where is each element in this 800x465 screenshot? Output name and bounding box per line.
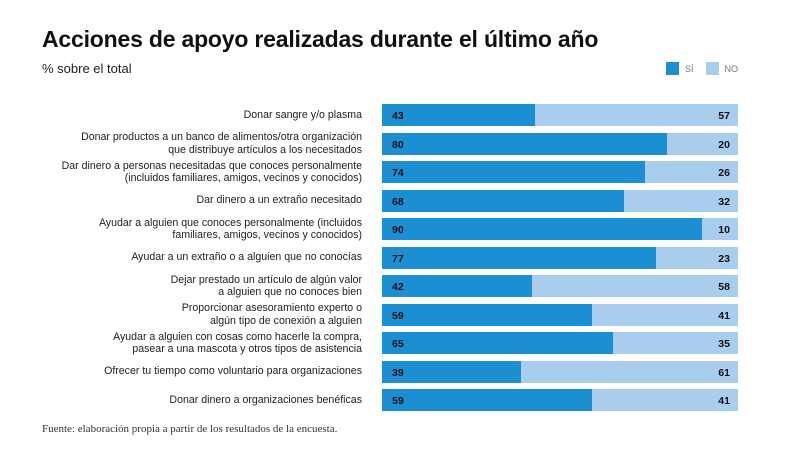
bar-segment-no: 35 [613,332,738,354]
bar-row: Dar dinero a personas necesitadas que co… [0,157,800,187]
legend-label-no: NO [724,63,739,74]
value-label-no: 58 [718,281,730,293]
value-label-yes: 42 [392,281,404,293]
bar-row: Ofrecer tu tiempo como voluntario para o… [0,357,800,387]
category-label: Donar dinero a organizaciones benéficas [169,393,362,406]
legend-swatch-yes [665,62,679,75]
value-label-no: 10 [718,224,730,236]
stacked-bar: 77 23 [382,246,738,269]
stacked-bar: 65 35 [382,332,738,354]
value-label-yes: 59 [392,309,404,322]
stacked-bar: 39 61 [382,360,738,383]
category-label: Dejar prestado un artículo de algún valo… [170,273,362,299]
value-label-yes: 74 [392,167,404,179]
bar-row: Ayudar a alguien que conoces personalmen… [0,214,800,244]
legend-item-yes: SÍ [665,62,694,75]
category-label: Ayudar a alguien con cosas como hacerle … [113,330,362,356]
stacked-bar: 42 58 [382,275,738,297]
category-label: Ofrecer tu tiempo como voluntario para o… [104,365,362,378]
stacked-bar: 68 32 [382,189,738,212]
category-label: Dar dinero a un extraño necesitado [196,194,363,207]
value-label-yes: 80 [392,138,404,151]
value-label-no: 61 [718,366,730,379]
bar-segment-yes: 42 [382,275,532,297]
bar-segment-no: 57 [535,104,738,126]
legend-swatch-no [705,62,719,75]
value-label-yes: 90 [392,224,404,236]
bar-segment-no: 58 [531,275,738,297]
value-label-no: 20 [718,138,730,151]
value-label-yes: 77 [392,252,404,265]
bar-row: Donar dinero a organizaciones benéficas 5… [0,385,800,415]
bar-segment-no: 41 [592,389,738,411]
value-label-yes: 59 [392,395,404,407]
chart-title: Acciones de apoyo realizadas durante el … [42,26,599,52]
bar-row: Dar dinero a un extraño necesitado 68 32 [0,186,800,216]
bar-segment-no: 10 [702,218,738,240]
bar-segment-no: 23 [656,246,738,269]
bar-segment-yes: 90 [382,218,703,240]
value-label-yes: 43 [392,110,404,122]
legend-label-yes: SÍ [684,63,694,74]
stacked-bar: 74 26 [382,161,738,183]
bar-row: Donar productos a un banco de alimentos/… [0,129,800,159]
value-label-yes: 65 [392,338,404,350]
chart-subtitle: % sobre el total [42,61,132,76]
stacked-bar: 43 57 [382,104,738,126]
category-label: Proporcionar asesoramiento experto o alg… [181,302,362,327]
bar-segment-no: 41 [592,303,738,326]
value-label-no: 41 [718,309,730,322]
value-label-no: 26 [718,167,730,179]
bar-row: Ayudar a alguien con cosas como hacerle … [0,328,800,358]
stacked-bar: 90 10 [382,218,738,240]
bar-segment-yes: 59 [382,303,593,326]
bar-segment-yes: 80 [382,132,667,155]
value-label-no: 41 [718,395,730,407]
value-label-yes: 68 [392,195,404,208]
category-label: Ayudar a un extraño o a alguien que no c… [131,251,362,264]
bar-segment-no: 26 [645,161,738,183]
category-label: Dar dinero a personas necesitadas que co… [61,159,362,185]
legend-item-no: NO [705,62,739,75]
bar-row: Dejar prestado un artículo de algún valo… [0,271,800,301]
stacked-bar: 80 20 [382,132,738,155]
bar-segment-yes: 74 [382,161,646,183]
legend: SÍ NO [654,62,738,75]
bar-segment-yes: 68 [382,189,625,212]
bar-segment-yes: 65 [382,332,614,354]
value-label-no: 57 [718,110,730,122]
bar-row: Ayudar a un extraño o a alguien que no c… [0,243,800,273]
category-label: Ayudar a alguien que conoces personalmen… [98,216,362,242]
value-label-no: 32 [718,195,730,208]
bar-segment-no: 61 [520,360,738,383]
category-label: Donar sangre y/o plasma [243,108,362,121]
category-label: Donar productos a un banco de alimentos/… [81,131,362,156]
bar-segment-no: 20 [666,132,738,155]
stacked-bar: 59 41 [382,303,738,326]
source-note: Fuente: elaboración propia a partir de l… [42,423,338,435]
value-label-no: 23 [718,252,730,265]
value-label-no: 35 [718,338,730,350]
bar-segment-yes: 77 [382,246,657,269]
bar-segment-yes: 59 [382,389,593,411]
bar-segment-yes: 39 [382,360,521,383]
stacked-bar: 59 41 [382,389,738,411]
bar-segment-yes: 43 [382,104,536,126]
bar-row: Proporcionar asesoramiento experto o alg… [0,300,800,330]
bar-segment-no: 32 [624,189,738,212]
bar-row: Donar sangre y/o plasma 43 57 [0,100,800,130]
value-label-yes: 39 [392,366,404,379]
